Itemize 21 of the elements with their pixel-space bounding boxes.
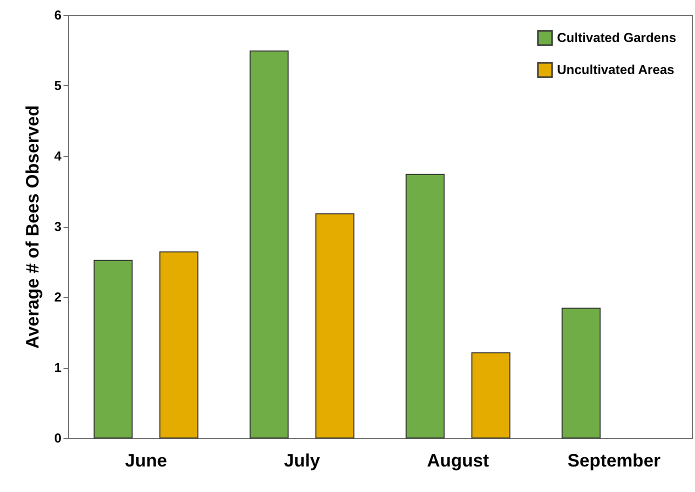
y-tick-label: 4 bbox=[54, 148, 62, 164]
y-tick-label: 6 bbox=[54, 8, 62, 22]
bar bbox=[471, 352, 510, 438]
x-tick-label: August bbox=[427, 450, 489, 470]
bar bbox=[250, 50, 289, 438]
y-tick-label: 2 bbox=[54, 290, 62, 304]
y-tick-label: 3 bbox=[54, 219, 62, 234]
legend-label: Cultivated Gardens bbox=[557, 30, 676, 45]
bar bbox=[315, 213, 354, 438]
y-axis-title: Average # of Bees Observed bbox=[22, 105, 42, 349]
bar bbox=[562, 308, 601, 438]
x-tick-label: June bbox=[124, 450, 168, 470]
legend-label: Uncultivated Areas bbox=[557, 62, 674, 77]
bar bbox=[159, 251, 198, 438]
y-tick-label: 5 bbox=[54, 78, 62, 93]
x-tick-label: September bbox=[567, 450, 661, 470]
y-tick-label: 0 bbox=[54, 430, 62, 446]
bar bbox=[94, 260, 133, 438]
bar bbox=[406, 174, 445, 438]
y-tick-label: 1 bbox=[54, 360, 62, 375]
x-tick-label: July bbox=[284, 450, 320, 470]
